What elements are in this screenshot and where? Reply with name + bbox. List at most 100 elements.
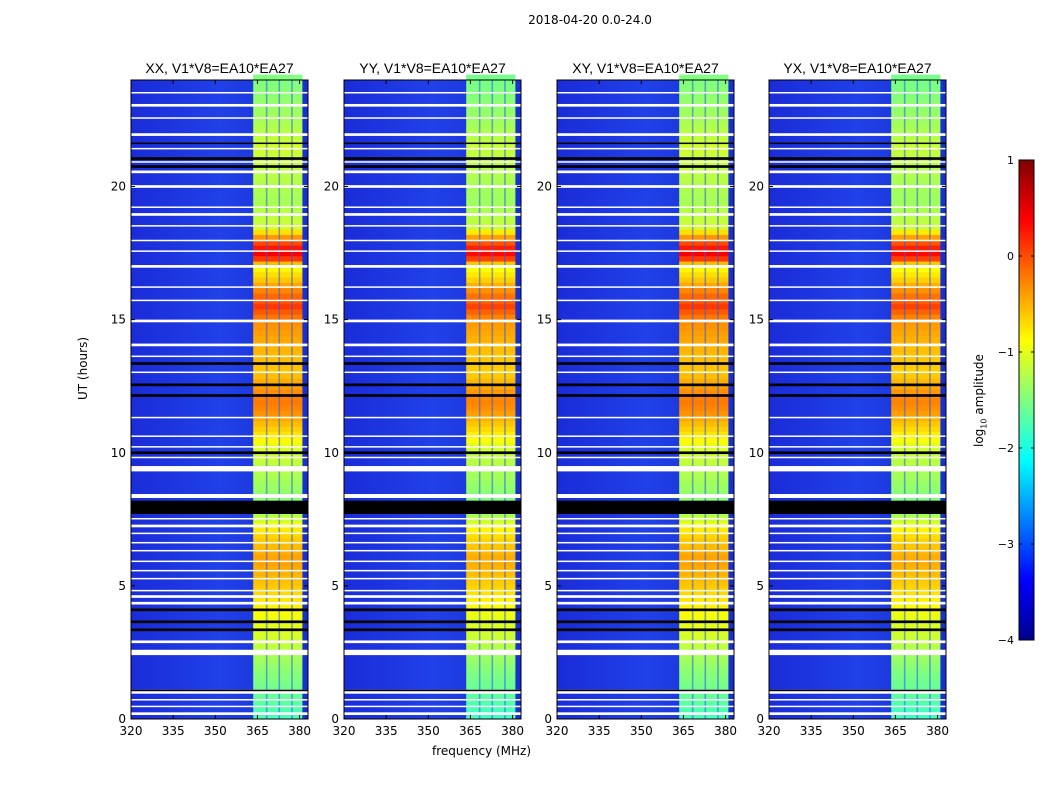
- flagged-row: [344, 649, 521, 656]
- band-cell: [679, 111, 729, 118]
- band-cell: [466, 351, 516, 358]
- missing-row: [557, 620, 734, 624]
- x-tick-label: 380: [926, 724, 949, 738]
- flagged-row: [344, 640, 521, 644]
- flagged-row: [557, 494, 734, 499]
- band-cell: [466, 143, 516, 150]
- band-cell: [466, 266, 516, 273]
- flagged-row: [557, 569, 734, 572]
- missing-row: [769, 689, 946, 692]
- band-cell: [466, 287, 516, 294]
- band-cell: [466, 447, 516, 454]
- flagged-row: [769, 416, 946, 419]
- band-cell: [466, 479, 516, 486]
- band-cell: [253, 362, 303, 369]
- flagged-row: [557, 286, 734, 288]
- band-cell: [891, 479, 941, 486]
- band-cell: [891, 537, 941, 544]
- flagged-row: [769, 699, 946, 701]
- band-cell: [466, 245, 516, 251]
- x-tick-label: 350: [842, 724, 865, 738]
- flagged-row: [557, 595, 734, 598]
- band-cell: [679, 298, 729, 305]
- band-cell: [679, 452, 729, 459]
- flagged-row: [344, 549, 521, 552]
- flagged-row: [344, 517, 521, 520]
- missing-row: [557, 142, 734, 145]
- missing-row: [769, 628, 946, 632]
- flagged-row: [344, 185, 521, 188]
- signal-band: [253, 74, 303, 720]
- panel-xx: XX, V1*V8=EA10*EA27 320 335 350 365 380 0 5 10 15…: [111, 60, 311, 738]
- band-cell: [891, 213, 941, 219]
- band-cell: [253, 80, 303, 86]
- band-cell: [679, 580, 729, 587]
- band-cell: [466, 202, 516, 209]
- flagged-row: [344, 343, 521, 347]
- band-cell: [466, 490, 516, 496]
- flagged-row: [557, 435, 734, 437]
- band-cell: [253, 207, 303, 214]
- band-cell: [891, 399, 941, 406]
- band-cell: [891, 543, 941, 550]
- band-cell: [891, 282, 941, 289]
- x-tick-label: 365: [246, 724, 269, 738]
- flagged-row: [131, 343, 308, 347]
- band-cell: [679, 633, 729, 640]
- flagged-row: [131, 206, 308, 208]
- band-cell: [253, 394, 303, 400]
- band-cell: [891, 596, 941, 603]
- band-cell: [253, 117, 303, 124]
- band-cell: [891, 713, 941, 720]
- flagged-row: [557, 640, 734, 644]
- band-cell: [466, 420, 516, 427]
- band-cell: [466, 468, 516, 475]
- band-cell: [679, 426, 729, 432]
- y-tick-label: 5: [331, 579, 339, 593]
- y-tick-label: 5: [756, 579, 764, 593]
- band-cell: [891, 484, 941, 491]
- colorbar-label: log10 amplitude: [972, 354, 989, 447]
- band-cell: [466, 117, 516, 124]
- flagged-row: [769, 225, 946, 227]
- panel-xy: XY, V1*V8=EA10*EA27 320 335 350 365 380 0 5 10 15…: [537, 60, 737, 738]
- band-cell: [253, 495, 303, 502]
- missing-row: [131, 628, 308, 632]
- flagged-row: [557, 712, 734, 716]
- flagged-row: [344, 225, 521, 227]
- band-cell: [253, 681, 303, 688]
- flagged-row: [769, 640, 946, 644]
- colorbar-tick-label: 1: [1007, 154, 1014, 167]
- band-cell: [466, 383, 516, 390]
- flagged-row: [557, 456, 734, 459]
- band-cell: [253, 372, 303, 379]
- band-cell: [891, 250, 941, 257]
- band-cell: [466, 271, 516, 278]
- subband-gap: [903, 80, 906, 719]
- band-cell: [891, 122, 941, 129]
- band-cell: [891, 708, 941, 715]
- subband-gap: [691, 80, 694, 719]
- flagged-row: [557, 699, 734, 701]
- band-cell: [466, 644, 516, 651]
- band-cell: [891, 330, 941, 337]
- flagged-row: [557, 117, 734, 119]
- flagged-row: [769, 456, 946, 459]
- band-cell: [891, 580, 941, 587]
- band-cell: [679, 442, 729, 448]
- band-cell: [466, 553, 516, 560]
- x-tick-label: 380: [501, 724, 524, 738]
- band-cell: [891, 404, 941, 411]
- band-cell: [891, 170, 941, 177]
- missing-row: [344, 628, 521, 632]
- band-cell: [679, 229, 729, 235]
- band-cell: [891, 426, 941, 432]
- band-cell: [253, 708, 303, 715]
- flagged-row: [769, 577, 946, 580]
- flagged-row: [131, 103, 308, 107]
- x-tick-label: 350: [417, 724, 440, 738]
- missing-row: [769, 500, 946, 514]
- flagged-row: [769, 705, 946, 708]
- band-cell: [466, 612, 516, 619]
- flagged-row: [557, 91, 734, 94]
